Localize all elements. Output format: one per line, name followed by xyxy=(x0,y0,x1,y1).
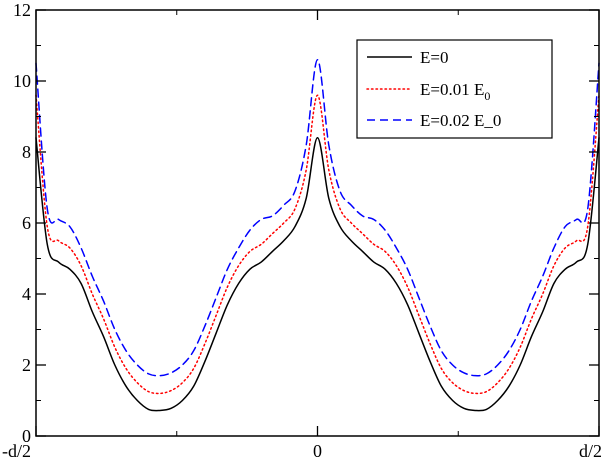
legend: E=0 E=0.01 E0 E=0.02 E_0 xyxy=(356,39,553,139)
y-tick-label: 10 xyxy=(13,71,31,91)
series-line-e002 xyxy=(35,58,600,377)
y-tick-label: 8 xyxy=(22,142,31,162)
legend-label-e002: E=0.02 E_0 xyxy=(420,111,501,130)
legend-label-e001-main: E=0.01 E xyxy=(420,80,484,99)
y-tick-label: 6 xyxy=(22,213,31,233)
x-tick-label: d/2 xyxy=(579,441,602,461)
legend-label-e001-subscript: 0 xyxy=(484,89,490,103)
plot-frame xyxy=(35,9,600,437)
y-tick-label: 12 xyxy=(13,0,31,20)
series-line-e001 xyxy=(35,94,600,395)
legend-label-e0: E=0 xyxy=(420,48,448,67)
y-tick-label: 0 xyxy=(22,426,31,446)
x-tick-label: -d/2 xyxy=(2,441,31,461)
series-line-e0 xyxy=(35,137,600,412)
series-layer xyxy=(35,58,600,412)
legend-label-e001: E=0.01 E0 xyxy=(420,80,490,103)
y-tick-label: 4 xyxy=(22,284,31,304)
x-tick-label: 0 xyxy=(313,441,322,461)
y-tick-label: 2 xyxy=(22,355,31,375)
